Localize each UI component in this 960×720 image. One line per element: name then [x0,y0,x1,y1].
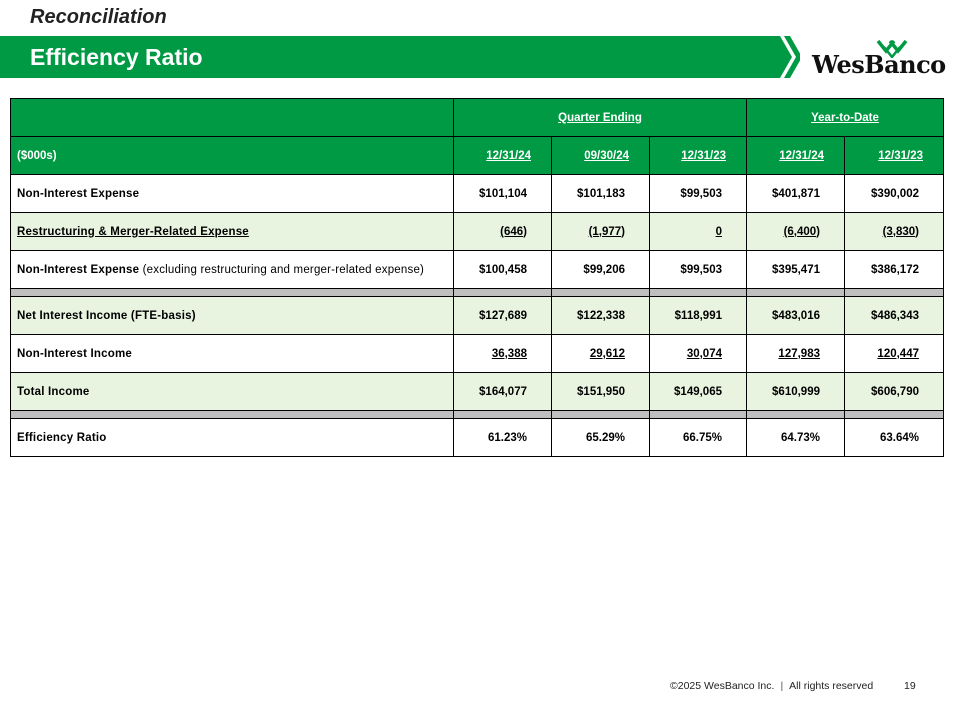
header-row-groups: Quarter Ending Year-to-Date [10,98,944,137]
cell-value: $99,206 [551,250,650,289]
cell-value: $122,338 [551,296,650,335]
table-row: Total Income $164,077 $151,950 $149,065 … [10,372,944,411]
quarter-ending-header: Quarter Ending [453,98,747,137]
cell-value: $483,016 [746,296,845,335]
cell-value: 65.29% [551,418,650,457]
page-title: Efficiency Ratio [30,44,203,70]
table-row: Efficiency Ratio 61.23% 65.29% 66.75% 64… [10,418,944,457]
table-row: Restructuring & Merger-Related Expense (… [10,212,944,251]
row-label: Non-Interest Income [10,334,454,373]
separator-row [10,288,944,297]
cell-value: $99,503 [649,174,747,213]
header-row-dates: ($000s) 12/31/24 09/30/24 12/31/23 12/31… [10,136,944,175]
section-kicker: Reconciliation [30,6,167,28]
cell-value: 120,447 [844,334,944,373]
cell-value: $99,503 [649,250,747,289]
footer: ©2025 WesBanco Inc. | All rights reserved [670,680,873,692]
cell-value: 64.73% [746,418,845,457]
separator-row [10,410,944,419]
cell-value: (3,830) [844,212,944,251]
cell-value: $401,871 [746,174,845,213]
row-label-note: (excluding restructuring and merger-rela… [142,263,425,276]
table-row: Non-Interest Expense (excluding restruct… [10,250,944,289]
title-banner [0,36,800,78]
table-row: Non-Interest Income 36,388 29,612 30,074… [10,334,944,373]
row-label: Total Income [10,372,454,411]
cell-value: 36,388 [453,334,552,373]
cell-value: (1,977) [551,212,650,251]
cell-value: $486,343 [844,296,944,335]
row-label: Net Interest Income (FTE-basis) [10,296,454,335]
header-blank [10,98,454,137]
rights-text: All rights reserved [789,680,874,692]
cell-value: $164,077 [453,372,552,411]
cell-value: $101,183 [551,174,650,213]
cell-value: $127,689 [453,296,552,335]
cell-value: 61.23% [453,418,552,457]
row-label: Non-Interest Expense [10,174,454,213]
year-to-date-header: Year-to-Date [746,98,944,137]
row-label: Efficiency Ratio [10,418,454,457]
cell-value: $151,950 [551,372,650,411]
table-row: Net Interest Income (FTE-basis) $127,689… [10,296,944,335]
col-header: 12/31/24 [746,136,845,175]
cell-value: $610,999 [746,372,845,411]
cell-value: $386,172 [844,250,944,289]
cell-value: $606,790 [844,372,944,411]
cell-value: 29,612 [551,334,650,373]
cell-value: $100,458 [453,250,552,289]
cell-value: 66.75% [649,418,747,457]
cell-value: $390,002 [844,174,944,213]
cell-value: $395,471 [746,250,845,289]
efficiency-ratio-table: Quarter Ending Year-to-Date ($000s) 12/3… [10,98,944,457]
cell-value: $101,104 [453,174,552,213]
cell-value: 0 [649,212,747,251]
copyright-text: ©2025 WesBanco Inc. [670,680,775,692]
unit-label: ($000s) [10,136,454,175]
row-label: Restructuring & Merger-Related Expense [10,212,454,251]
cell-value: 30,074 [649,334,747,373]
cell-value: 63.64% [844,418,944,457]
cell-value: $149,065 [649,372,747,411]
table-row: Non-Interest Expense $101,104 $101,183 $… [10,174,944,213]
col-header: 09/30/24 [551,136,650,175]
cell-value: $118,991 [649,296,747,335]
col-header: 12/31/23 [649,136,747,175]
col-header: 12/31/23 [844,136,944,175]
cell-value: (6,400) [746,212,845,251]
cell-value: 127,983 [746,334,845,373]
footer-divider: | [780,680,784,692]
row-label: Non-Interest Expense (excluding restruct… [10,250,454,289]
logo-chevron-icon [876,39,908,58]
page-number: 19 [904,680,916,692]
cell-value: (646) [453,212,552,251]
company-logo: WesBanco [812,38,946,79]
logo-wordmark: WesBanco [812,50,946,79]
col-header: 12/31/24 [453,136,552,175]
